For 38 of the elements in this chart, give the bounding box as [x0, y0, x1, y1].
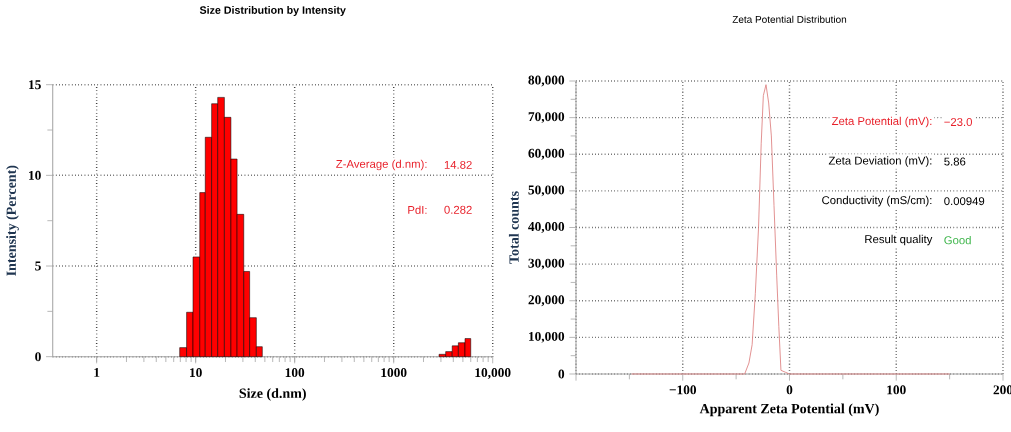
- y-tick-label: 15: [29, 80, 41, 90]
- y-tick-label: 10: [29, 170, 41, 180]
- y-tick-label: 20,000: [528, 295, 565, 307]
- y-tick-label: 30,000: [528, 258, 565, 270]
- annotation: Conductivity (mS/cm):: [822, 195, 932, 207]
- annotation: Zeta Potential (mV):: [831, 116, 932, 128]
- annotation: 5.86: [944, 157, 966, 166]
- annotation: 0.282: [444, 205, 472, 214]
- x-axis-title: Size (d.nm): [239, 388, 306, 401]
- x-tick-label: 10,000: [475, 368, 511, 379]
- annotation: PdI:: [408, 205, 427, 214]
- y-tick-label: 60,000: [528, 148, 565, 160]
- x-tick-label: 0: [786, 385, 793, 395]
- y-tick-label: 10,000: [529, 331, 565, 343]
- x-tick-label: 1000: [381, 368, 407, 378]
- annotation: 0.00949: [944, 197, 985, 206]
- y-tick-label: 50,000: [528, 185, 565, 197]
- x-tick-label: 100: [285, 368, 305, 378]
- annotation: Result quality: [865, 234, 933, 246]
- y-axis-title: Intensity (Percent): [6, 165, 19, 276]
- x-tick-label: 100: [887, 385, 906, 395]
- y-tick-label: 40,000: [528, 222, 565, 233]
- y-tick-label: 80,000: [528, 75, 565, 87]
- x-tick-label: 1: [94, 368, 100, 377]
- chart-title: Size Distribution by Intensity: [199, 6, 346, 16]
- chart-title: Zeta Potential Distribution: [732, 15, 847, 23]
- x-tick-label: −100: [669, 385, 697, 395]
- y-tick-label: 0: [35, 352, 41, 362]
- y-tick-label: 5: [35, 261, 41, 271]
- y-axis-title: Total counts: [508, 191, 519, 264]
- annotation: Zeta Deviation (mV):: [828, 156, 932, 167]
- x-axis-title: Apparent Zeta Potential (mV): [699, 403, 879, 417]
- annotation: 14.82: [444, 160, 472, 169]
- y-tick-label: 70,000: [528, 112, 565, 124]
- annotation: −23.0: [944, 118, 972, 127]
- annotation: Good: [944, 235, 971, 245]
- x-tick-label: 10: [190, 368, 202, 378]
- annotation: Z-Average (d.nm):: [336, 159, 427, 171]
